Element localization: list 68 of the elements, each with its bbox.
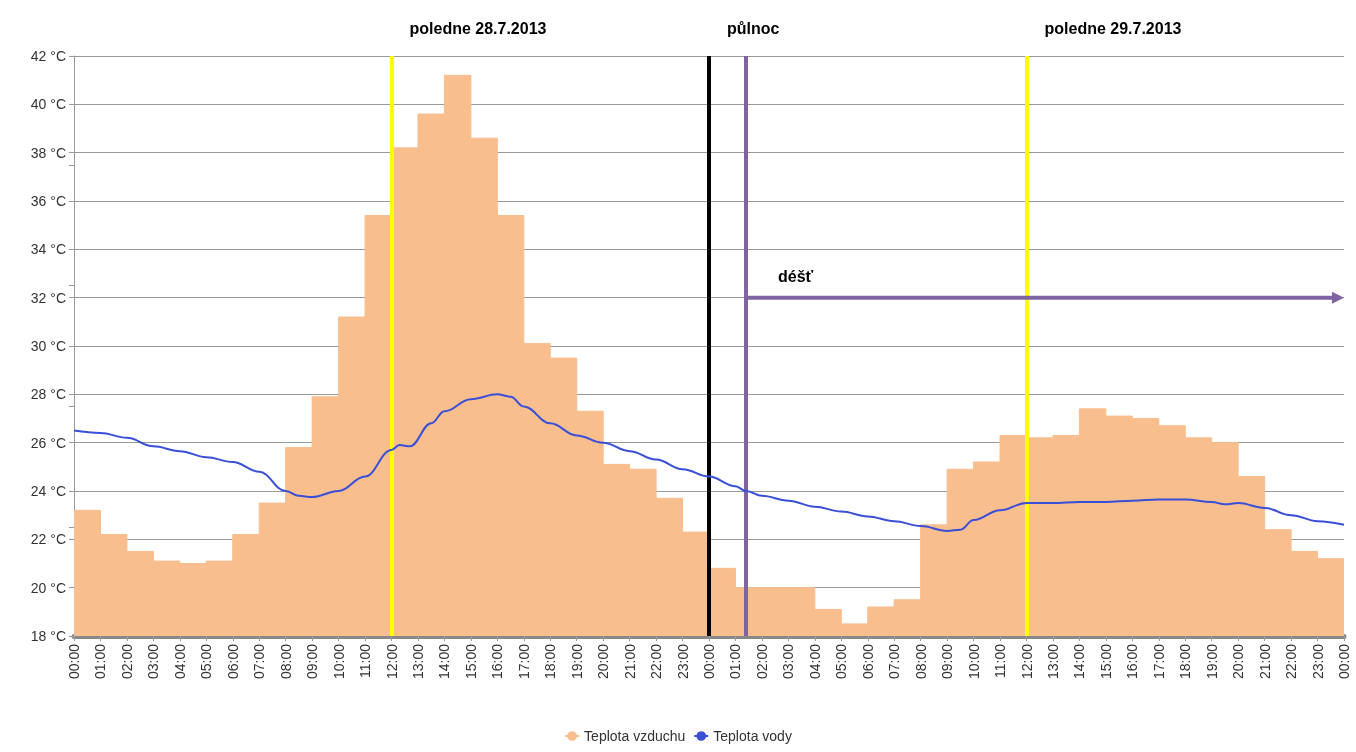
y-tick-label: 42 °C	[30, 48, 66, 64]
ref-line-label: poledne 29.7.2013	[1044, 19, 1182, 37]
legend-label: Teplota vzduchu	[584, 728, 686, 744]
x-tick-label: 00:00	[701, 643, 717, 680]
y-tick-label: 34 °C	[30, 241, 66, 258]
y-tick-label: 36 °C	[30, 193, 66, 209]
annotation: déšť	[778, 267, 814, 285]
x-tick-label: 11:00	[357, 643, 374, 678]
x-tick-label: 05:00	[198, 643, 215, 680]
x-tick-label: 21:00	[621, 643, 638, 680]
x-tick-label: 21:00	[1256, 643, 1273, 680]
x-tick-label: 22:00	[648, 643, 665, 680]
x-tick-label: 04:00	[806, 643, 823, 680]
y-tick-label: 20 °C	[30, 579, 66, 596]
x-tick-label: 17:00	[1150, 643, 1167, 680]
x-tick-label: 10:00	[330, 643, 347, 680]
y-tick-label: 22 °C	[30, 531, 66, 548]
x-tick-label: 00:00	[66, 643, 82, 680]
x-tick-label: 16:00	[1124, 643, 1141, 680]
y-tick-label: 18 °C	[30, 628, 66, 644]
x-tick-label: 13:00	[1044, 643, 1061, 680]
x-tick-label: 23:00	[674, 643, 691, 680]
legend-label: Teplota vody	[713, 728, 792, 744]
y-tick-label: 38 °C	[30, 144, 66, 161]
x-tick-label: 23:00	[1309, 643, 1326, 680]
x-tick-label: 13:00	[409, 643, 426, 680]
x-tick-label: 09:00	[939, 643, 956, 680]
x-tick-label: 14:00	[1071, 643, 1088, 680]
x-tick-label: 18:00	[542, 643, 559, 680]
x-tick-label: 15:00	[1097, 643, 1114, 680]
y-tick-label: 40 °C	[30, 96, 66, 113]
x-tick-label: 06:00	[859, 643, 876, 680]
x-tick-label: 12:00	[1018, 643, 1035, 680]
y-tick-label: 28 °C	[30, 386, 66, 403]
x-tick-label: 16:00	[489, 643, 506, 680]
y-tick-label: 30 °C	[30, 338, 66, 354]
y-tick-label: 26 °C	[30, 434, 66, 451]
x-tick-label: 03:00	[145, 643, 162, 680]
x-tick-label: 22:00	[1283, 643, 1300, 680]
x-tick-label: 08:00	[912, 643, 929, 680]
x-tick-label: 17:00	[515, 643, 532, 680]
x-tick-label: 02:00	[753, 643, 770, 680]
x-tick-label: 20:00	[1230, 643, 1247, 680]
x-tick-label: 06:00	[224, 643, 241, 680]
x-tick-label: 08:00	[277, 643, 294, 680]
ref-line-label: poledne 28.7.2013	[409, 19, 547, 37]
x-tick-label: 19:00	[568, 643, 585, 680]
x-tick-label: 00:00	[1336, 643, 1352, 680]
ref-line-label: půlnoc	[727, 19, 780, 37]
x-tick-label: 14:00	[436, 643, 453, 680]
x-tick-label: 03:00	[780, 643, 797, 680]
x-tick-label: 01:00	[92, 643, 109, 680]
x-tick-label: 05:00	[833, 643, 850, 680]
y-tick-label: 32 °C	[30, 289, 66, 306]
x-tick-label: 02:00	[118, 643, 135, 680]
x-tick-label: 01:00	[727, 643, 744, 680]
x-tick-label: 20:00	[595, 643, 612, 680]
x-tick-label: 09:00	[304, 643, 321, 680]
x-tick-label: 15:00	[462, 643, 479, 680]
x-tick-label: 19:00	[1203, 643, 1220, 680]
x-tick-label: 07:00	[251, 643, 268, 680]
x-tick-label: 18:00	[1177, 643, 1194, 680]
x-tick-label: 10:00	[965, 643, 982, 680]
y-tick-label: 24 °C	[30, 483, 66, 499]
x-tick-label: 12:00	[383, 643, 400, 680]
x-tick-label: 04:00	[171, 643, 188, 680]
x-tick-label: 07:00	[886, 643, 903, 680]
x-tick-label: 11:00	[992, 643, 1009, 678]
